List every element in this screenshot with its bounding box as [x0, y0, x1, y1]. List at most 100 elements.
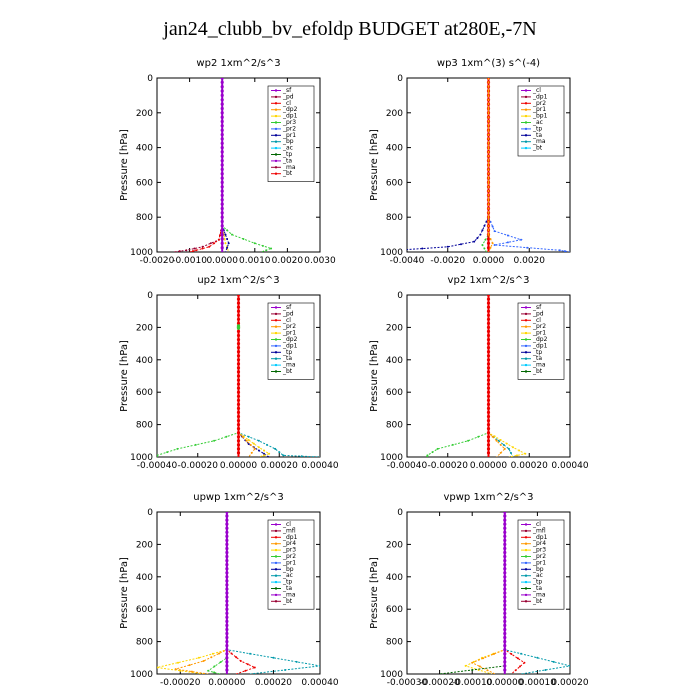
- y-tick-label: 600: [386, 605, 403, 615]
- data-point: [487, 85, 490, 88]
- series-line-pr1: [426, 295, 489, 457]
- data-point: [225, 518, 229, 522]
- data-point: [220, 163, 224, 167]
- plot-frame: [156, 77, 321, 253]
- data-point: [503, 518, 507, 522]
- chart-panel-1: wp2 1xm^2/s^3 0 200 400 600 800 1000 Pressure […: [119, 58, 336, 266]
- legend-entry: _pr3: [282, 119, 296, 126]
- data-point: [236, 423, 241, 427]
- data-point: [225, 512, 229, 514]
- data-point: [487, 94, 490, 97]
- y-tick-label: 800: [386, 421, 403, 431]
- legend-entry: _bt: [282, 368, 293, 375]
- data-point: [503, 664, 507, 668]
- data-point: [266, 443, 268, 446]
- data-point: [486, 346, 491, 350]
- data-point: [220, 137, 224, 141]
- y-tick-label: 600: [136, 388, 153, 398]
- data-point: [236, 370, 241, 374]
- legend-entry: _dp2: [282, 336, 298, 343]
- data-point: [225, 534, 229, 538]
- data-point: [253, 666, 256, 669]
- data-point: [220, 106, 224, 111]
- legend-marker: [274, 146, 278, 150]
- data-point: [503, 619, 507, 624]
- x-tick-label: 0.00040: [301, 678, 338, 688]
- data-point: [252, 442, 255, 445]
- data-point: [503, 512, 507, 514]
- data-point: [236, 321, 241, 325]
- legend-entry: _pr3: [532, 547, 546, 554]
- legend-marker: [274, 140, 278, 143]
- data-point: [236, 333, 241, 338]
- data-point: [249, 652, 252, 655]
- data-point: [486, 374, 491, 378]
- data-point: [225, 583, 229, 587]
- data-point: [225, 542, 229, 547]
- data-point: [569, 664, 570, 667]
- legend-marker: [524, 95, 528, 99]
- data-point: [512, 446, 514, 449]
- data-point: [220, 128, 224, 132]
- legend-entry: _pr1: [532, 106, 546, 113]
- x-tick-label: 0.00000: [208, 678, 245, 688]
- data-point: [220, 193, 224, 197]
- data-point: [236, 362, 241, 366]
- data-point: [503, 668, 507, 672]
- series-line-pr2: [488, 295, 506, 457]
- y-tick-label: 800: [386, 638, 403, 648]
- data-point: [236, 297, 241, 301]
- data-point: [220, 102, 224, 106]
- data-point: [487, 120, 490, 123]
- legend-entry: _ta: [532, 132, 542, 139]
- data-point: [236, 346, 241, 350]
- data-point: [220, 198, 224, 202]
- x-tick-label: -0.00020: [160, 678, 201, 688]
- legend-entry: _pr1: [282, 330, 296, 337]
- x-tick-label: -0.00020: [428, 461, 469, 471]
- legend-entry: _pr1: [282, 132, 296, 139]
- series-group: [157, 295, 320, 457]
- legend-entry: _tp: [532, 349, 542, 356]
- y-tick-label: 0: [147, 74, 153, 84]
- y-tick-label: 400: [136, 356, 153, 366]
- data-point: [483, 224, 486, 227]
- legend-marker: [274, 153, 278, 156]
- data-point: [201, 245, 204, 248]
- series-group: [426, 295, 527, 457]
- data-point: [503, 575, 507, 579]
- data-point: [247, 435, 250, 438]
- plot-frame: [156, 511, 321, 675]
- data-point: [250, 451, 253, 454]
- data-point: [225, 587, 229, 591]
- data-point: [247, 439, 250, 441]
- panel-title: up2 1xm^2/s^3: [197, 275, 279, 286]
- legend-marker: [274, 344, 278, 348]
- data-point: [486, 406, 491, 410]
- y-tick-label: 400: [386, 573, 403, 583]
- legend-marker: [524, 536, 528, 539]
- x-tick-label: 0.00010: [519, 678, 556, 688]
- x-tick-label: 0.00020: [511, 461, 548, 471]
- data-point: [503, 542, 507, 547]
- data-point: [213, 439, 216, 442]
- data-point: [218, 652, 221, 655]
- legend-entry: _pr4: [282, 540, 296, 547]
- legend-entry: _cl: [282, 100, 291, 107]
- series-line-pr1: [157, 295, 239, 457]
- data-point: [471, 661, 474, 664]
- series-line-bp: [439, 512, 506, 674]
- data-point: [486, 414, 491, 419]
- y-tick-label: 0: [147, 291, 153, 301]
- data-point: [225, 546, 229, 551]
- data-point: [295, 660, 298, 663]
- legend-marker: [524, 593, 528, 597]
- legend-marker: [274, 312, 278, 316]
- data-point: [486, 402, 491, 406]
- data-point: [558, 249, 561, 252]
- data-point: [209, 242, 212, 245]
- legend-entry: _dp1: [282, 342, 298, 349]
- data-point: [503, 571, 507, 575]
- legend-marker: [524, 561, 528, 565]
- legend-entry: _dp2: [282, 106, 298, 113]
